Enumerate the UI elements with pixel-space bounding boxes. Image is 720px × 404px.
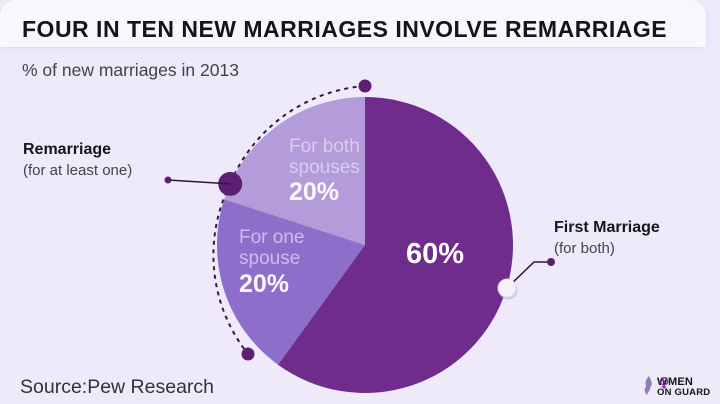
svg-text:For both: For both	[289, 136, 360, 157]
svg-text:spouse: spouse	[239, 248, 300, 269]
svg-text:For one: For one	[239, 227, 304, 248]
svg-text:spouses: spouses	[289, 157, 360, 178]
svg-text:20%: 20%	[289, 178, 339, 206]
svg-text:20%: 20%	[239, 270, 289, 298]
svg-text:60%: 60%	[406, 238, 464, 270]
svg-text:ON GUARD: ON GUARD	[657, 387, 710, 398]
